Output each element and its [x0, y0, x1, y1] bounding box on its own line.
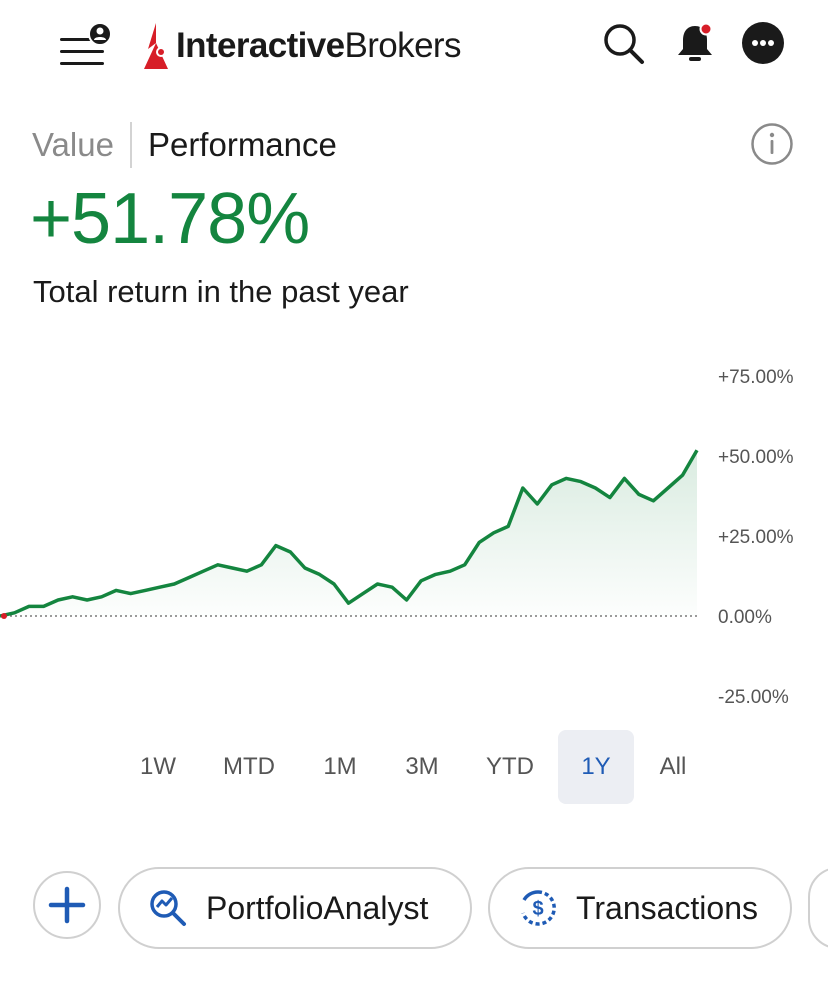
toggle-divider [129, 122, 132, 168]
plus-icon [48, 886, 86, 924]
user-badge-icon [88, 22, 112, 46]
tab-value[interactable]: Value [32, 126, 114, 163]
time-range-tabs: 1W MTD 1M 3M YTD 1Y All [118, 730, 718, 804]
y-tick-label: -25.00% [718, 687, 789, 708]
transactions-button[interactable]: $ Transactions [488, 867, 792, 949]
more-actions-chip[interactable] [808, 867, 828, 949]
chart-start-marker [1, 613, 7, 619]
svg-text:$: $ [532, 898, 543, 920]
more-options-icon[interactable] [742, 22, 784, 64]
total-return-value: +51.78% [30, 179, 310, 259]
range-tab-1y[interactable]: 1Y [558, 730, 634, 804]
brand-logo: InteractiveBrokers [142, 18, 461, 74]
range-tab-3m[interactable]: 3M [405, 753, 439, 780]
add-widget-button[interactable] [33, 871, 101, 939]
chart-series-line [0, 449, 699, 618]
notifications-bell-icon[interactable] [672, 20, 718, 66]
menu-icon-line [60, 62, 104, 65]
brand-logo-text: InteractiveBrokers [176, 26, 461, 65]
range-tab-mtd[interactable]: MTD [223, 753, 275, 780]
app-header: InteractiveBrokers [0, 0, 828, 100]
range-tab-1w[interactable]: 1W [140, 753, 176, 780]
tab-performance[interactable]: Performance [147, 126, 337, 163]
portfolio-analyst-label: PortfolioAnalyst [206, 889, 429, 926]
y-tick-label: 0.00% [718, 607, 772, 628]
performance-chart[interactable]: +75.00% +50.00% +25.00% 0.00% -25.00% [0, 350, 828, 720]
brand-logo-mark-icon [144, 23, 168, 69]
menu-icon [60, 38, 100, 41]
menu-button[interactable] [58, 22, 114, 70]
search-icon[interactable] [600, 20, 646, 66]
chart-area-fill [0, 450, 697, 616]
portfolio-analyst-button[interactable]: PortfolioAnalyst [118, 867, 472, 949]
total-return-description: Total return in the past year [33, 274, 409, 309]
y-tick-label: +75.00% [718, 367, 794, 388]
transactions-history-icon: $ [521, 890, 556, 926]
view-toggle: Value Performance [32, 120, 337, 170]
transactions-label: Transactions [576, 889, 758, 926]
info-icon[interactable] [750, 122, 794, 166]
menu-icon-line [60, 50, 104, 53]
y-tick-label: +50.00% [718, 447, 794, 468]
range-tab-ytd[interactable]: YTD [486, 753, 534, 780]
y-tick-label: +25.00% [718, 527, 794, 548]
range-tab-all[interactable]: All [659, 753, 687, 780]
range-tab-1m[interactable]: 1M [323, 753, 357, 780]
analytics-search-icon [150, 890, 186, 926]
